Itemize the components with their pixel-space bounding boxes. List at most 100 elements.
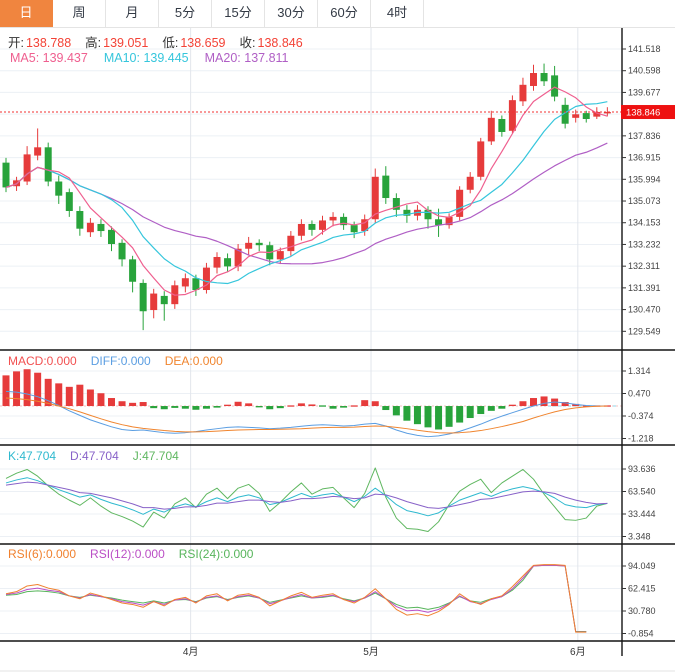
candle-body — [55, 181, 63, 196]
y-axis-label: 135.994 — [628, 174, 661, 184]
candle-body — [371, 176, 379, 220]
y-axis-label: 141.518 — [628, 44, 661, 54]
x-axis-label: 5月 — [363, 646, 379, 658]
tab-5min[interactable]: 5分 — [159, 0, 212, 27]
macd-bar — [477, 406, 485, 415]
rsi12-line — [5, 564, 587, 633]
macd-bar — [498, 406, 506, 409]
y-axis-label: 132.311 — [628, 261, 660, 271]
candle-body — [487, 117, 495, 142]
macd-bar — [382, 406, 390, 411]
y-axis-label: 0.470 — [628, 389, 651, 399]
candle-body — [118, 242, 126, 260]
macd-bar — [97, 393, 105, 407]
candle-body — [202, 267, 210, 291]
macd-bar — [160, 406, 168, 410]
y-axis-label: 63.540 — [628, 487, 656, 497]
candle-body — [245, 242, 253, 249]
macd-bar — [255, 406, 263, 408]
candle-body — [108, 229, 115, 245]
candle-body — [382, 175, 390, 199]
candle-body — [540, 73, 548, 82]
macd-bar — [202, 406, 210, 409]
candle-body — [297, 223, 305, 236]
macd-bar — [340, 406, 348, 408]
macd-bar — [213, 406, 221, 408]
candle-body — [234, 248, 242, 267]
macd-bar — [561, 402, 569, 407]
macd-bar — [350, 405, 358, 407]
timeframe-toolbar: 日周月 5分 15分 30分 60分 4时 — [0, 0, 675, 28]
candle-body — [561, 104, 569, 124]
macd-bar — [519, 401, 527, 407]
tab-30min[interactable]: 30分 — [265, 0, 318, 27]
ma5-line — [5, 86, 608, 296]
macd-bar — [319, 405, 326, 407]
y-axis-label: 134.153 — [628, 218, 661, 228]
ma10-line — [5, 101, 608, 285]
macd-bar — [297, 403, 305, 407]
candle-body — [86, 222, 94, 233]
candle-body — [65, 192, 73, 211]
macd-bar — [44, 378, 52, 407]
candle-body — [530, 73, 537, 86]
candle-body — [593, 111, 601, 117]
macd-bar — [171, 406, 179, 408]
macd-bar — [371, 401, 379, 407]
y-axis-label: 1.314 — [628, 366, 651, 376]
tab-month[interactable]: 月 — [106, 0, 159, 27]
candle-body — [424, 209, 432, 220]
tab-week[interactable]: 周 — [53, 0, 106, 27]
macd-bar — [23, 369, 31, 407]
y-axis-label: 136.915 — [628, 153, 661, 163]
macd-bar — [192, 406, 200, 410]
j-line — [5, 467, 608, 533]
macd-bar — [108, 398, 115, 407]
candle-body — [572, 114, 580, 118]
candle-body — [519, 84, 527, 102]
macd-bar — [181, 406, 189, 409]
macd-bar — [13, 371, 21, 407]
d-line — [5, 481, 608, 510]
candle-body — [150, 293, 158, 311]
y-axis-label: 33.444 — [628, 509, 656, 519]
candle-body — [213, 256, 221, 268]
y-axis-label: 131.391 — [628, 283, 661, 293]
macd-bar — [530, 398, 537, 407]
candle-body — [361, 219, 369, 232]
chart-canvas[interactable]: 4月 5月 6月 141.518 140.598 139.677 137.836 136.91… — [0, 28, 675, 672]
macd-bar — [329, 406, 337, 409]
y-axis-label: 3.348 — [628, 532, 651, 542]
macd-bar — [308, 404, 316, 407]
candle-body — [445, 216, 453, 226]
macd-bar — [139, 402, 147, 407]
y-axis-label: 140.598 — [628, 66, 661, 76]
macd-bar — [435, 406, 443, 430]
macd-bar — [361, 400, 369, 407]
candle-body — [287, 235, 295, 252]
y-axis-label: 137.836 — [628, 131, 661, 141]
x-axis-label: 4月 — [183, 646, 199, 658]
tab-4hour[interactable]: 4时 — [371, 0, 424, 27]
macd-bar — [129, 402, 137, 407]
candle-body — [308, 223, 316, 230]
current-price-text: 138.846 — [626, 108, 660, 119]
y-axis-label: 135.073 — [628, 196, 661, 206]
tab-60min[interactable]: 60分 — [318, 0, 371, 27]
macd-bar — [234, 401, 242, 407]
y-axis-label: 30.780 — [628, 606, 656, 616]
tab-15min[interactable]: 15分 — [212, 0, 265, 27]
candle-body — [392, 198, 400, 210]
candle-body — [139, 282, 147, 312]
dea-line — [5, 397, 608, 434]
y-axis-label: -1.218 — [628, 434, 654, 444]
y-axis-label: 129.549 — [628, 326, 661, 336]
tab-day[interactable]: 日 — [0, 0, 53, 27]
macd-bar — [118, 401, 126, 407]
candle-body — [603, 112, 611, 114]
y-axis-label: 62.415 — [628, 584, 656, 594]
candle-body — [255, 242, 263, 246]
macd-bar — [540, 396, 548, 407]
y-axis-label: -0.854 — [628, 629, 654, 639]
candle-body — [276, 251, 284, 260]
